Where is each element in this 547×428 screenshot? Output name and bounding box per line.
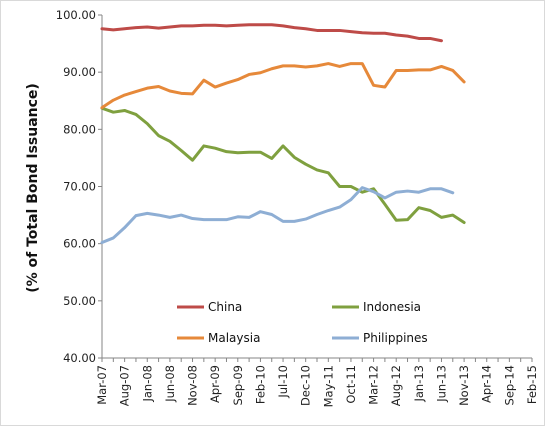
- legend-label-malaysia: Malaysia: [208, 331, 260, 345]
- series-line-philippines: [100, 186, 455, 245]
- x-tick-label: Jan-08: [140, 365, 154, 403]
- series-line-indonesia: [100, 106, 466, 225]
- x-tick-label: Mar-07: [95, 365, 109, 405]
- x-tick-label: Aug-12: [389, 365, 403, 406]
- x-tick-label: Feb-15: [525, 365, 539, 404]
- x-tick-label: Nov-08: [186, 365, 200, 406]
- x-tick-label: Apr-09: [208, 365, 222, 403]
- x-tick-label: Oct-11: [344, 365, 358, 404]
- x-tick-label: Dec-10: [299, 365, 313, 406]
- x-tick-label: Jun-13: [434, 365, 448, 403]
- series-line-malaysia: [100, 62, 466, 110]
- y-tick-label: 80.00: [63, 122, 96, 136]
- x-tick-label: Sep-09: [231, 365, 245, 405]
- series-line-china: [100, 23, 443, 43]
- y-tick-label: 40.00: [63, 351, 96, 365]
- x-tick-label: Jul-10: [276, 365, 290, 399]
- legend-label-china: China: [208, 300, 242, 314]
- x-tick-label: Sep-14: [502, 365, 516, 405]
- x-tick-label: Jan-13: [412, 365, 426, 403]
- x-tick-label: Jun-08: [163, 365, 177, 403]
- legend-label-philippines: Philippines: [363, 331, 428, 345]
- x-tick-label: Apr-14: [480, 365, 494, 403]
- y-axis-label: (% of Total Bond Issuance): [25, 83, 41, 293]
- x-tick-label: Mar-12: [367, 365, 381, 405]
- y-tick-label: 60.00: [63, 237, 96, 251]
- x-tick-label: Feb-10: [253, 365, 267, 404]
- x-tick-label: Aug-07: [118, 365, 132, 406]
- y-tick-label: 90.00: [63, 65, 96, 79]
- x-tick-label: Nov-13: [457, 365, 471, 406]
- x-tick-label: May-11: [321, 365, 335, 407]
- y-tick-label: 70.00: [63, 180, 96, 194]
- y-tick-label: 100.00: [56, 8, 96, 22]
- legend-label-indonesia: Indonesia: [363, 300, 421, 314]
- y-tick-label: 50.00: [63, 294, 96, 308]
